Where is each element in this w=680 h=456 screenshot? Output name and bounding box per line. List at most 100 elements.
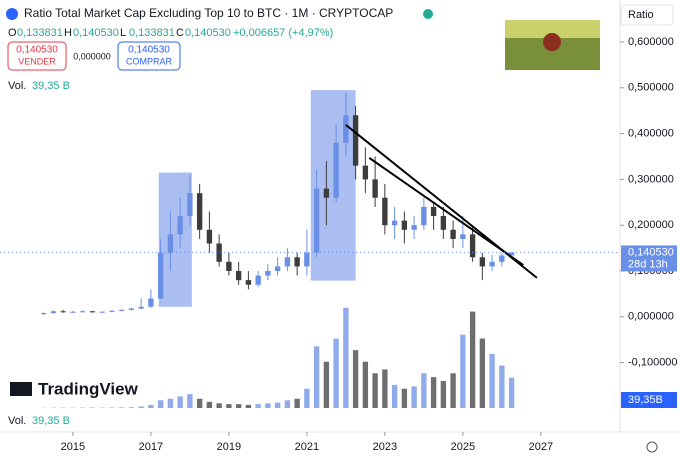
volume-bar	[265, 403, 271, 408]
candle-body	[450, 229, 456, 239]
volume-bar	[382, 369, 388, 408]
trend-line	[368, 157, 524, 266]
candle-body	[401, 220, 408, 230]
y-tick-label: 0,600000	[628, 36, 674, 48]
volume-legend-value: 39,35 B	[32, 80, 70, 92]
volume-legend-name: Vol.	[8, 415, 26, 427]
scale-button-label[interactable]: Ratio	[628, 9, 654, 21]
candle-body	[245, 280, 252, 285]
candle-body	[70, 311, 76, 313]
y-tick-label: 0,500000	[628, 82, 674, 94]
volume-bar	[274, 402, 281, 408]
candle-body	[304, 252, 310, 267]
volume-bar	[118, 407, 125, 408]
volume-bar	[333, 338, 339, 408]
volume-bar	[235, 404, 242, 408]
candle-body	[79, 311, 86, 313]
x-tick-label: 2015	[61, 441, 85, 453]
x-tick-label: 2025	[451, 441, 475, 453]
thumbnail-image	[505, 20, 600, 38]
volume-bar	[304, 388, 310, 408]
y-tick-label: 0,000000	[628, 311, 674, 323]
volume-bar	[460, 334, 466, 408]
sell-label[interactable]: VENDER	[18, 56, 56, 66]
candle-body	[479, 257, 486, 267]
ohlc-value: 0,133831	[129, 27, 175, 39]
candle-body	[313, 188, 320, 253]
candle-body	[343, 115, 349, 143]
candle-body	[187, 193, 193, 217]
sell-button[interactable]	[7, 41, 67, 71]
volume-bar	[352, 350, 359, 408]
candle-body	[421, 206, 427, 226]
buy-label[interactable]: COMPRAR	[126, 56, 173, 66]
candle-body	[167, 234, 174, 253]
volume-bar	[206, 401, 213, 408]
volume-legend-name: Vol.	[8, 80, 26, 92]
ohlc-value: 0,133831	[17, 27, 63, 39]
candle-body	[206, 229, 213, 244]
volume-bar	[401, 388, 408, 408]
change-label: +0,006657 (+4,97%)	[233, 27, 333, 39]
volume-bar	[216, 403, 222, 408]
y-tick-label: 0,400000	[628, 128, 674, 140]
logo-text: TradingView	[38, 379, 139, 398]
volume-bar	[489, 354, 495, 408]
buy-button[interactable]	[117, 41, 181, 71]
candle-body	[274, 266, 281, 271]
x-tick-label: 2021	[295, 441, 319, 453]
candle-body	[391, 220, 398, 226]
volume-bar	[450, 373, 456, 408]
candle-body	[323, 188, 330, 198]
volume-legend-value: 39,35 B	[32, 415, 70, 427]
buy-price[interactable]: 0,140530	[128, 45, 170, 56]
settings-icon[interactable]	[646, 441, 658, 453]
candle-body	[109, 310, 115, 312]
candle-body	[148, 298, 154, 307]
price-tag-label: 0,140530	[628, 246, 674, 258]
candle-body	[352, 115, 359, 166]
candle-body	[157, 252, 164, 299]
volume-tag	[621, 392, 677, 408]
volume-bar	[226, 404, 232, 408]
symbol-icon	[6, 8, 18, 20]
volume-bar	[245, 404, 252, 408]
candle-body	[255, 275, 261, 285]
candle-body	[196, 193, 203, 230]
candle-body	[60, 311, 66, 313]
candle-body	[265, 270, 271, 276]
volume-bar	[255, 404, 261, 408]
volume-tag-label: 39,35B	[628, 394, 663, 406]
volume-pane	[40, 307, 515, 408]
sell-price[interactable]: 0,140530	[16, 45, 58, 56]
scale-button[interactable]	[620, 4, 674, 26]
candle-body	[333, 142, 339, 198]
candle-body	[177, 216, 183, 235]
y-tick-label: 0,200000	[628, 219, 674, 231]
candle-body	[226, 261, 232, 271]
visibility-icon[interactable]	[423, 9, 433, 19]
candle-body	[508, 252, 515, 256]
x-tick-label: 2017	[139, 441, 163, 453]
ohlc-key: L	[120, 27, 126, 39]
candle-body	[469, 234, 476, 258]
volume-bar	[148, 404, 154, 408]
x-tick-label: 2027	[529, 441, 553, 453]
logo-mark	[10, 382, 32, 396]
candle-body	[382, 197, 388, 226]
ohlc-row: O 0,133831 H 0,140530 L 0,133831 C 0,140530	[8, 27, 231, 39]
volume-bar	[430, 377, 437, 408]
candle-body	[128, 308, 135, 310]
candle-body	[440, 216, 447, 230]
thumbnail-image	[543, 33, 561, 51]
volume-bar	[343, 307, 349, 408]
candle-body	[89, 311, 96, 313]
volume-bar	[138, 406, 144, 408]
candle-body	[489, 261, 495, 267]
candle-body	[284, 257, 291, 267]
candle-body	[430, 206, 437, 217]
ohlc-key: H	[64, 27, 72, 39]
y-tick-label: 0,300000	[628, 173, 674, 185]
candle-body	[294, 257, 300, 267]
y-tick-label: -0,100000	[628, 357, 678, 369]
